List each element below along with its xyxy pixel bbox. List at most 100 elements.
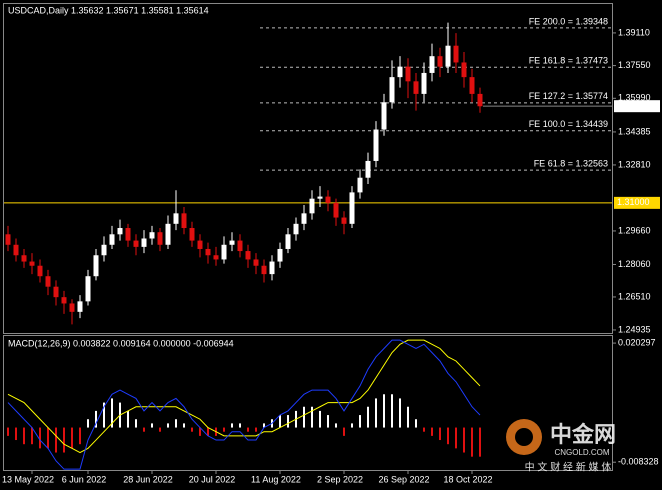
histogram-bar [399, 398, 401, 428]
logo-inner [515, 428, 533, 446]
y-tick-label: 1.26510 [618, 291, 651, 301]
candle-body [117, 228, 123, 235]
histogram-bar [183, 423, 185, 428]
histogram-bar [199, 427, 201, 436]
x-tick-label: 2 Sep 2022 [317, 474, 363, 484]
histogram-bar [431, 427, 433, 436]
candle-body [397, 66, 403, 78]
last-price-label: 1.35614 [617, 101, 650, 111]
candle-body [133, 240, 139, 247]
last-price-badge [614, 100, 660, 113]
histogram-bar [55, 427, 57, 453]
candle-body [181, 213, 187, 229]
y-tick-label: 1.32810 [618, 159, 651, 169]
candle-body [69, 303, 75, 312]
candle-body [389, 77, 395, 103]
candle-body [445, 45, 451, 67]
y-tick-label: 1.39110 [618, 27, 650, 37]
macd-panel-frame [3, 335, 613, 471]
histogram-bar [415, 419, 417, 428]
y-tick-label: 1.29660 [618, 225, 651, 235]
histogram-bar [359, 415, 361, 428]
candle-body [405, 66, 411, 82]
histogram-bar [303, 406, 305, 428]
candle-body [29, 261, 35, 266]
candle-body [293, 223, 299, 235]
candle-body [101, 244, 107, 256]
histogram-bar [63, 427, 65, 453]
level-label: FE 161.8 = 1.37473 [529, 56, 608, 66]
histogram-bar [335, 423, 337, 428]
histogram-bar [279, 415, 281, 428]
y-tick-label: 1.37550 [618, 60, 651, 70]
level-label: FE 200.0 = 1.39348 [529, 16, 608, 26]
histogram-bar [391, 394, 393, 428]
histogram-bar [351, 423, 353, 428]
y-tick-label: 1.34385 [618, 126, 651, 136]
candle-body [357, 177, 363, 193]
histogram-bar [7, 427, 9, 436]
candle-body [141, 238, 147, 247]
candle-body [253, 259, 259, 266]
histogram-bar [455, 427, 457, 449]
candle-body [325, 196, 331, 203]
y-tick-label: -0.008328 [618, 457, 659, 467]
slogan: 中 文 财 经 新 媒 体 [525, 461, 612, 474]
histogram-bar [143, 427, 145, 432]
histogram-bar [263, 423, 265, 428]
candle-body [21, 255, 27, 262]
x-tick-label: 11 Aug 2022 [251, 474, 301, 484]
candle-body [213, 255, 219, 260]
brand: 中金网 [550, 422, 616, 447]
candle-body [421, 72, 427, 94]
hline-badge [614, 196, 660, 209]
candle-body [77, 301, 83, 312]
chart-title: USDCAD,Daily 1.35632 1.35671 1.35581 1.3… [8, 5, 209, 15]
candle-body [285, 234, 291, 249]
histogram-bar [311, 406, 313, 428]
candle-body [453, 45, 459, 63]
candle-body [85, 276, 91, 302]
histogram-bar [471, 427, 473, 457]
candle-body [261, 265, 267, 275]
hline-label: 1.31000 [617, 197, 650, 207]
candle-body [173, 213, 179, 224]
watermark: 中金网 CNGOLD.COM 中 文 财 经 新 媒 体 [506, 419, 616, 474]
histogram-bar [23, 427, 25, 445]
candle-body [301, 213, 307, 224]
histogram-bar [247, 427, 249, 432]
candle-body [365, 160, 371, 178]
candle-body [205, 248, 211, 256]
candle-body [413, 81, 419, 94]
candle-body [309, 198, 315, 214]
histogram-bar [383, 394, 385, 428]
histogram-bar [407, 406, 409, 428]
histogram-bar [87, 419, 89, 428]
x-tick-label: 28 Jun 2022 [123, 474, 173, 484]
candle-body [277, 248, 283, 262]
candle-body [429, 56, 435, 73]
histogram-bar [159, 427, 161, 432]
candle-body [61, 297, 67, 304]
y-tick-label: 1.28060 [618, 259, 651, 269]
candle-body [157, 232, 163, 245]
candle-body [381, 102, 387, 130]
candle-body [477, 93, 483, 107]
candle-body [189, 228, 195, 241]
candle-body [469, 77, 475, 94]
candle-body [93, 255, 99, 277]
histogram-bar [207, 427, 209, 436]
histogram-bar [15, 427, 17, 441]
candle-body [197, 240, 203, 249]
price-panel-frame [3, 3, 613, 334]
histogram-bar [151, 423, 153, 428]
candle-body [53, 286, 59, 298]
histogram-bar [239, 423, 241, 428]
candle-body [245, 251, 251, 260]
histogram-bar [167, 423, 169, 428]
histogram-bar [39, 427, 41, 449]
histogram-bar [423, 427, 425, 432]
